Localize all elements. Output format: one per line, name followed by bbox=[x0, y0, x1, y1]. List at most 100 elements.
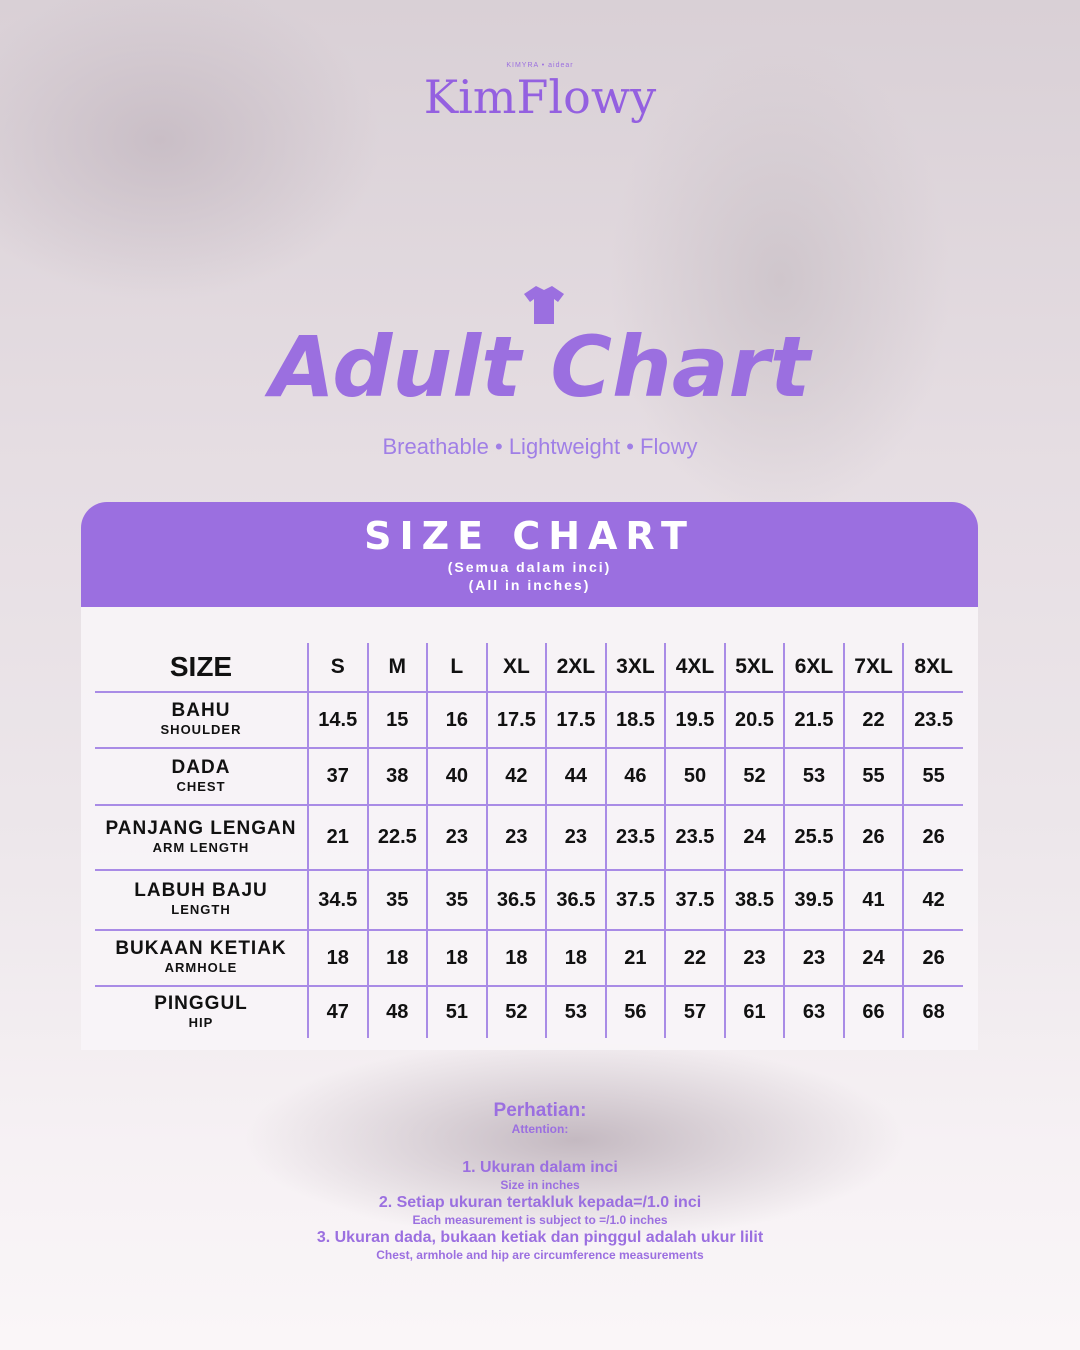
table-cell: 18 bbox=[366, 929, 428, 986]
notes: Perhatian: Attention: 1. Ukuran dalam in… bbox=[0, 1100, 1080, 1263]
table-row: PANJANG LENGAN ARM LENGTH 21 22.5 23 23 23 23.5… bbox=[95, 804, 963, 870]
row-label-en: HIP bbox=[188, 1014, 214, 1030]
table-cell: 35 bbox=[426, 869, 487, 930]
table-cell: 15 bbox=[366, 691, 428, 748]
table-cell: 38 bbox=[366, 747, 428, 805]
table-cell: 37.5 bbox=[604, 869, 666, 930]
notes-title-en: Attention: bbox=[511, 1122, 569, 1136]
table-cell: 18 bbox=[545, 929, 606, 986]
table-cell: 16 bbox=[426, 691, 487, 748]
table-cell: 35 bbox=[366, 869, 428, 930]
row-label-ms: PANJANG LENGAN bbox=[105, 817, 297, 839]
size-header-row: SIZE S M L XL 2XL 3XL 4XL 5XL 6XL 7XL 8XL bbox=[95, 643, 963, 692]
table-cell: 47 bbox=[307, 985, 368, 1038]
row-label: LABUH BAJU LENGTH bbox=[95, 869, 308, 930]
table-cell: 37.5 bbox=[664, 869, 725, 930]
row-label: BUKAAN KETIAK ARMHOLE bbox=[95, 929, 308, 986]
table-cell: 22 bbox=[842, 691, 904, 748]
note-item-en: Each measurement is subject to =/1.0 inc… bbox=[412, 1213, 668, 1227]
table-cell: 68 bbox=[902, 985, 963, 1038]
size-header-5xl: 5XL bbox=[723, 643, 785, 692]
table-cell: 23 bbox=[426, 804, 487, 870]
table-cell: 23 bbox=[723, 929, 785, 986]
table-cell: 55 bbox=[842, 747, 904, 805]
table-cell: 50 bbox=[664, 747, 725, 805]
row-label-ms: PINGGUL bbox=[154, 992, 248, 1014]
size-header-m: M bbox=[366, 643, 428, 692]
shirt-icon bbox=[524, 286, 564, 324]
row-label-en: ARMHOLE bbox=[164, 960, 238, 975]
note-item-en: Size in inches bbox=[500, 1178, 580, 1192]
size-chart-body: SIZE S M L XL 2XL 3XL 4XL 5XL 6XL 7XL 8XL BAHU SHOU… bbox=[81, 607, 978, 1050]
size-table: SIZE S M L XL 2XL 3XL 4XL 5XL 6XL 7XL 8XL BAHU SHOU… bbox=[95, 643, 963, 1038]
row-label-ms: BUKAAN KETIAK bbox=[115, 938, 287, 959]
table-cell: 20.5 bbox=[723, 691, 785, 748]
table-cell: 18 bbox=[485, 929, 547, 986]
size-chart-header: SIZE CHART (Semua dalam inci) (All in in… bbox=[81, 502, 978, 607]
table-row: PINGGUL HIP 47 48 51 52 53 56 57 61 63 66 68 bbox=[95, 985, 963, 1038]
note-item: 1. Ukuran dalam inci bbox=[462, 1159, 618, 1176]
table-cell: 21.5 bbox=[783, 691, 844, 748]
table-row: BUKAAN KETIAK ARMHOLE 18 18 18 18 18 21 22 23 23 24… bbox=[95, 929, 963, 986]
table-cell: 23.5 bbox=[664, 804, 725, 870]
table-cell: 19.5 bbox=[664, 691, 725, 748]
note-item-en: Chest, armhole and hip are circumference… bbox=[376, 1248, 704, 1262]
table-cell: 56 bbox=[604, 985, 666, 1038]
table-cell: 24 bbox=[842, 929, 904, 986]
size-header-6xl: 6XL bbox=[783, 643, 844, 692]
size-chart-panel: SIZE CHART (Semua dalam inci) (All in in… bbox=[81, 502, 978, 1050]
table-cell: 23.5 bbox=[902, 691, 963, 748]
table-cell: 18 bbox=[307, 929, 368, 986]
size-header-7xl: 7XL bbox=[842, 643, 904, 692]
page-title: Adult Chart bbox=[269, 318, 811, 416]
table-cell: 14.5 bbox=[307, 691, 368, 748]
row-label-en: ARM LENGTH bbox=[152, 839, 250, 855]
table-cell: 66 bbox=[842, 985, 904, 1038]
size-header-4xl: 4XL bbox=[664, 643, 725, 692]
table-cell: 38.5 bbox=[723, 869, 785, 930]
table-cell: 57 bbox=[664, 985, 725, 1038]
table-cell: 26 bbox=[902, 804, 963, 870]
table-cell: 18 bbox=[426, 929, 487, 986]
size-header-8xl: 8XL bbox=[902, 643, 963, 692]
note-item: 3. Ukuran dada, bukaan ketiak dan pinggu… bbox=[316, 1229, 764, 1246]
table-cell: 61 bbox=[723, 985, 785, 1038]
table-cell: 24 bbox=[723, 804, 785, 870]
table-row: LABUH BAJU LENGTH 34.5 35 35 36.5 36.5 37.5 37.5… bbox=[95, 869, 963, 930]
table-cell: 22 bbox=[664, 929, 725, 986]
row-label-ms: DADA bbox=[171, 756, 231, 778]
table-cell: 26 bbox=[902, 929, 963, 986]
size-chart-heading: SIZE CHART bbox=[364, 514, 695, 558]
size-header-l: L bbox=[426, 643, 487, 692]
size-header-2xl: 2XL bbox=[545, 643, 606, 692]
unit-note-en: (All in inches) bbox=[468, 577, 591, 593]
table-cell: 23 bbox=[485, 804, 547, 870]
table-row: DADA CHEST 37 38 40 42 44 46 50 52 53 55 55 bbox=[95, 747, 963, 805]
size-header-xl: XL bbox=[485, 643, 547, 692]
row-label: PINGGUL HIP bbox=[95, 985, 308, 1038]
note-item: 2. Setiap ukuran tertakluk kepada=/1.0 i… bbox=[378, 1194, 702, 1211]
size-header-3xl: 3XL bbox=[604, 643, 666, 692]
table-cell: 18.5 bbox=[604, 691, 666, 748]
table-cell: 39.5 bbox=[783, 869, 844, 930]
table-cell: 44 bbox=[545, 747, 606, 805]
table-cell: 34.5 bbox=[307, 869, 368, 930]
brand-logo: KimFlowy bbox=[423, 70, 657, 124]
table-cell: 53 bbox=[783, 747, 844, 805]
table-cell: 52 bbox=[723, 747, 785, 805]
table-cell: 36.5 bbox=[485, 869, 547, 930]
table-cell: 37 bbox=[307, 747, 368, 805]
table-cell: 53 bbox=[545, 985, 606, 1038]
table-cell: 63 bbox=[783, 985, 844, 1038]
row-label-en: LENGTH bbox=[171, 902, 231, 917]
row-label-en: SHOULDER bbox=[160, 722, 242, 737]
table-cell: 42 bbox=[485, 747, 547, 805]
table-cell: 21 bbox=[307, 804, 368, 870]
table-cell: 55 bbox=[902, 747, 963, 805]
table-cell: 22.5 bbox=[366, 804, 428, 870]
row-label-ms: LABUH BAJU bbox=[134, 880, 268, 901]
table-cell: 23 bbox=[783, 929, 844, 986]
table-cell: 25.5 bbox=[783, 804, 844, 870]
table-cell: 23.5 bbox=[604, 804, 666, 870]
row-label-en: CHEST bbox=[176, 778, 226, 794]
